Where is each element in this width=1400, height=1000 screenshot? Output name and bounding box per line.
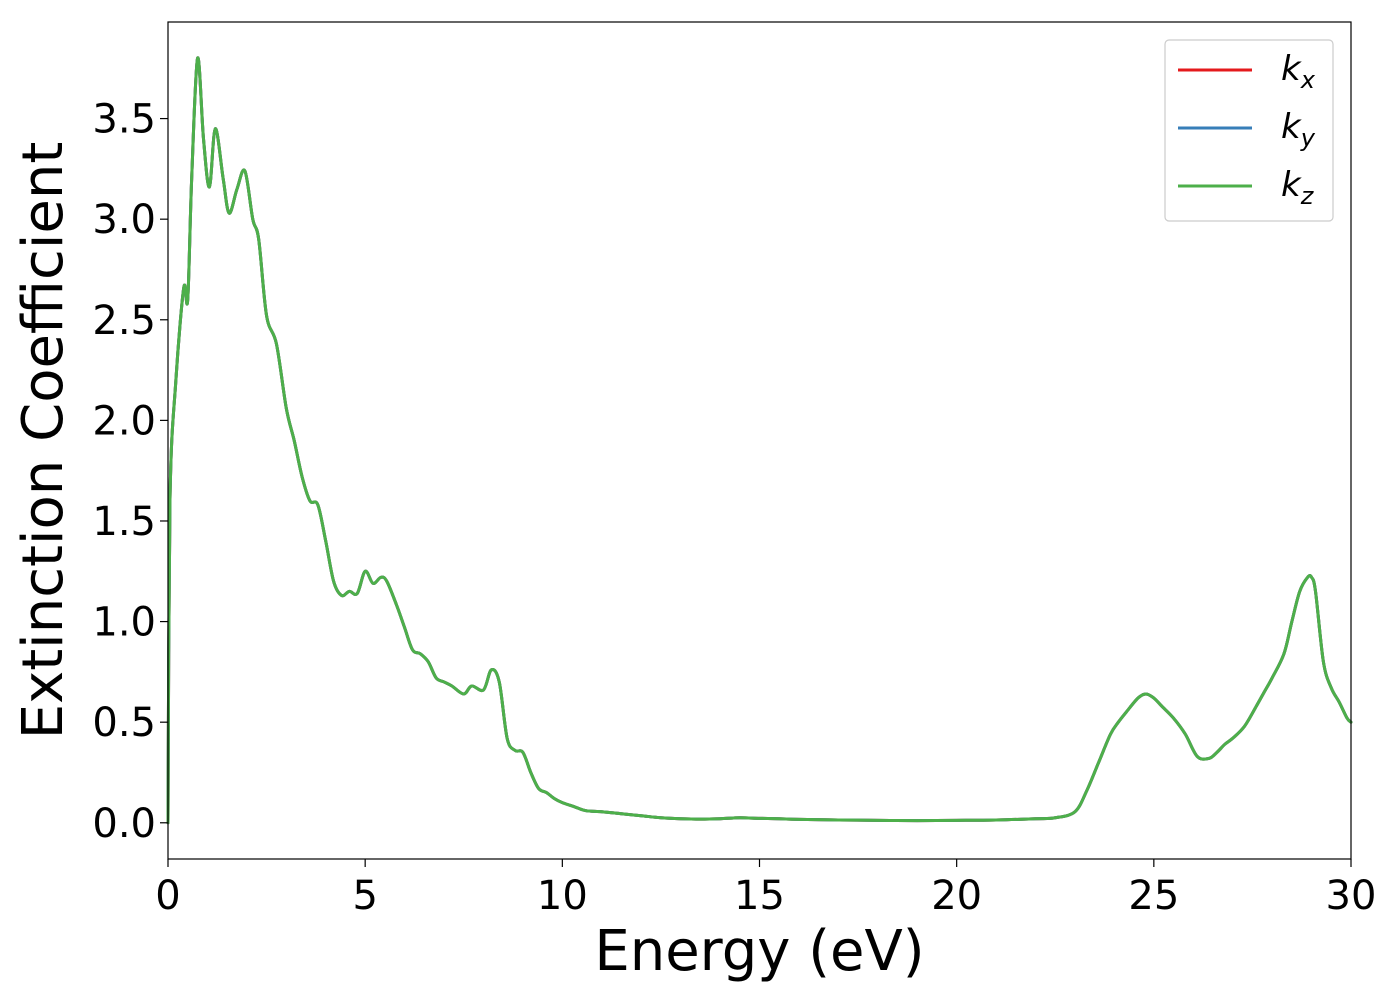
x-tick-label: 30: [1326, 873, 1377, 919]
y-tick-label: 2.5: [92, 298, 156, 344]
legend: kx ky kz: [1164, 39, 1334, 222]
x-tick-label: 20: [931, 873, 982, 919]
x-tick-label: 25: [1128, 873, 1179, 919]
legend-label-kx: kx: [1281, 49, 1316, 94]
legend-box: [1164, 39, 1334, 222]
x-axis-title: Energy (eV): [594, 919, 924, 984]
x-tick-label: 10: [537, 873, 588, 919]
y-tick-label: 2.0: [92, 398, 156, 444]
x-tick-label: 5: [352, 873, 377, 919]
series-layer: [166, 56, 1353, 825]
x-tick-label: 15: [734, 873, 785, 919]
legend-label-kz: kz: [1281, 165, 1315, 210]
y-tick-label: 1.5: [92, 499, 156, 545]
y-tick-label: 3.0: [92, 197, 156, 243]
plot-area: [168, 22, 1351, 859]
y-tick-label: 0.5: [92, 700, 156, 746]
series-line-kz: [166, 56, 1353, 825]
y-axis-title: Extinction Coefficient: [11, 142, 76, 740]
legend-label-ky: ky: [1281, 107, 1316, 152]
y-axis-ticks: 0.0 0.5 1.0 1.5 2.0 2.5 3.0 3.5: [92, 97, 168, 847]
x-tick-label: 0: [155, 873, 180, 919]
y-tick-label: 0.0: [92, 801, 156, 847]
y-tick-label: 1.0: [92, 600, 156, 646]
y-tick-label: 3.5: [92, 97, 156, 143]
x-axis-ticks: 0 5 10 15 20 25 30: [155, 859, 1376, 919]
